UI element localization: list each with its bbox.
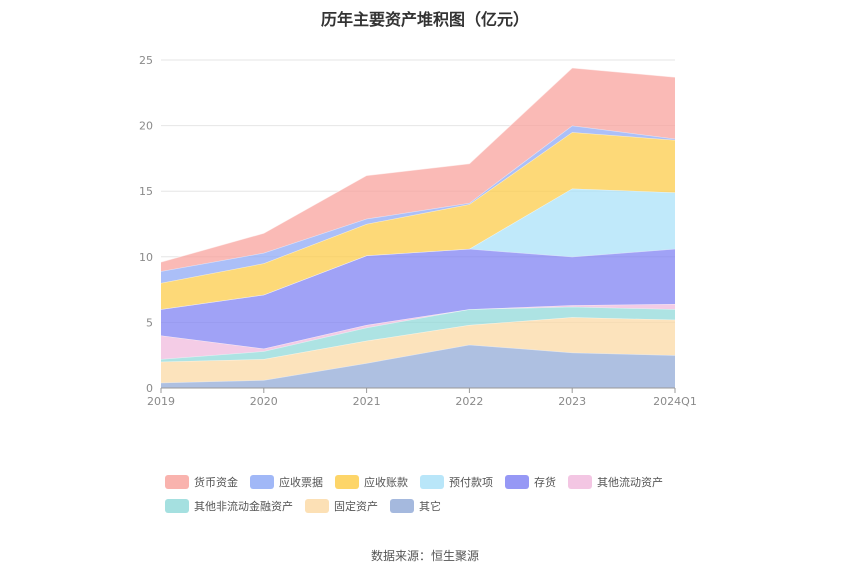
y-tick-label: 5 xyxy=(146,316,153,329)
legend-item-other-noncurrent-financial-assets[interactable]: 其他非流动金融资产 xyxy=(165,498,293,513)
legend-item-notes-receivable[interactable]: 应收票据 xyxy=(250,474,323,489)
area-series-1 xyxy=(161,317,675,383)
x-tick-label: 2023 xyxy=(558,395,586,408)
y-tick-label: 10 xyxy=(139,251,153,264)
area-edge-8 xyxy=(160,67,676,263)
area-series-3 xyxy=(161,304,675,360)
legend-item-other[interactable]: 其它 xyxy=(390,498,441,513)
legend-item-prepayments[interactable]: 预付款项 xyxy=(420,474,493,489)
legend-item-fixed-assets[interactable]: 固定资产 xyxy=(305,498,378,513)
legend-swatch-other-noncurrent-financial-assets xyxy=(165,498,189,513)
x-tick-label: 2020 xyxy=(250,395,278,408)
legend: 货币资金 应收票据 应收账款 预付款项 存货 其他流动资产 其他非流动金融资产 … xyxy=(165,474,725,513)
x-tick-label: 2022 xyxy=(455,395,483,408)
area-layer xyxy=(160,67,676,388)
y-tick-label: 15 xyxy=(139,185,153,198)
legend-label-other: 其它 xyxy=(419,499,441,513)
legend-label-accounts-receivable: 应收账款 xyxy=(364,475,408,489)
legend-swatch-prepayments xyxy=(420,474,444,489)
legend-label-notes-receivable: 应收票据 xyxy=(279,475,323,489)
legend-label-cash: 货币资金 xyxy=(194,475,238,489)
legend-label-fixed-assets: 固定资产 xyxy=(334,499,378,513)
legend-label-other-noncurrent-financial-assets: 其他非流动金融资产 xyxy=(194,499,293,513)
legend-label-other-current-assets: 其他流动资产 xyxy=(597,475,663,489)
axis-layer: 0 5 10 15 20 25 2019 2020 2021 2022 2023 2024Q1 xyxy=(139,54,697,408)
legend-item-other-current-assets[interactable]: 其他流动资产 xyxy=(568,474,663,489)
legend-item-accounts-receivable[interactable]: 应收账款 xyxy=(335,474,408,489)
x-tick-label: 2021 xyxy=(353,395,381,408)
legend-item-cash[interactable]: 货币资金 xyxy=(165,474,238,489)
area-series-4 xyxy=(161,248,675,349)
data-source: 数据来源：恒生聚源 xyxy=(370,549,479,563)
y-tick-label: 0 xyxy=(146,382,153,395)
area-series-7 xyxy=(161,125,675,283)
legend-swatch-other-current-assets xyxy=(568,474,592,489)
legend-swatch-accounts-receivable xyxy=(335,474,359,489)
legend-item-inventory[interactable]: 存货 xyxy=(505,474,556,489)
legend-swatch-inventory xyxy=(505,474,529,489)
area-series-0 xyxy=(161,344,675,388)
x-tick-label: 2024Q1 xyxy=(653,395,697,408)
legend-swatch-cash xyxy=(165,474,189,489)
y-tick-label: 25 xyxy=(139,54,153,67)
legend-swatch-other xyxy=(390,498,414,513)
legend-swatch-fixed-assets xyxy=(305,498,329,513)
legend-label-prepayments: 预付款项 xyxy=(449,475,493,489)
y-tick-label: 20 xyxy=(139,120,153,133)
area-series-2 xyxy=(161,306,675,362)
area-series-5 xyxy=(161,188,675,310)
area-series-6 xyxy=(161,132,675,310)
chart-title: 历年主要资产堆积图（亿元） xyxy=(320,10,529,29)
legend-swatch-notes-receivable xyxy=(250,474,274,489)
legend-label-inventory: 存货 xyxy=(534,475,556,489)
x-tick-label: 2019 xyxy=(147,395,175,408)
